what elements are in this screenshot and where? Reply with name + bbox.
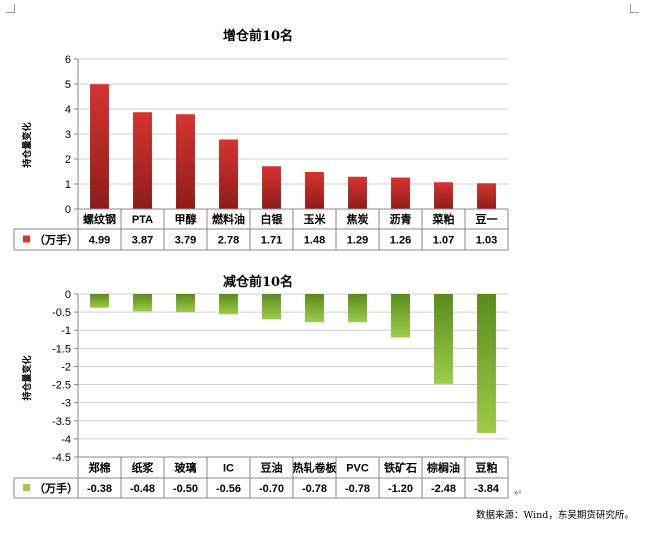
chart2-y-tick-label: -2.5 (52, 380, 71, 392)
chart2-bar (391, 294, 410, 338)
chart2-y-tick-label: -2 (61, 361, 71, 373)
chart1-value-label: 2.78 (218, 235, 239, 247)
chart2-y-tick-label: -1 (61, 325, 71, 337)
chart1-category-label: 燃料油 (211, 212, 245, 226)
page-corner-mark-left (6, 4, 15, 13)
chart1-bar (219, 139, 238, 209)
chart2-value-label: -2.48 (431, 483, 456, 495)
chart2-value-label: -0.50 (173, 483, 198, 495)
chart2-y-tick-label: -4 (61, 434, 71, 446)
chart1-bar (305, 172, 324, 209)
chart1-value-label: 1.71 (261, 235, 282, 247)
chart2-y-tick-label: -3.5 (52, 416, 71, 428)
chart2-category-label: IC (223, 463, 234, 475)
paragraph-mark-icon: ↵ (514, 488, 523, 499)
chart1-category-label: PTA (132, 214, 153, 226)
chart1-value-label: 3.79 (175, 235, 196, 247)
chart2-category-label: 豆油 (261, 461, 283, 475)
chart2-title: 减仓前10名 (223, 274, 293, 290)
chart1-value-label: 1.07 (433, 235, 454, 247)
chart1-value-label: 4.99 (89, 235, 110, 247)
chart1-bar (262, 166, 281, 209)
chart2-category-label: 热轧卷板 (293, 461, 338, 475)
chart1-value-label: 1.03 (476, 235, 497, 247)
chart1-category-label: 螺纹钢 (83, 212, 116, 226)
chart2-bar (90, 294, 109, 308)
chart1-category-label: 豆一 (476, 213, 498, 226)
chart2-category-label: PVC (346, 463, 369, 475)
chart2-bar (348, 294, 367, 323)
chart2-category-label: 郑棉 (89, 461, 111, 475)
chart2-value-label: -3.84 (474, 483, 500, 495)
chart1-value-label: 1.26 (390, 235, 411, 247)
chart2-value-label: -0.78 (345, 483, 370, 495)
chart2-category-label: 豆粕 (476, 461, 498, 475)
chart2-category-label: 铁矿石 (384, 461, 417, 475)
chart2-bar (176, 294, 195, 313)
chart1-legend-key (23, 235, 30, 243)
chart1-y-tick-label: 5 (65, 79, 71, 91)
chart2-value-label: -0.38 (87, 483, 112, 495)
chart2-category-label: 纸浆 (132, 461, 155, 475)
chart2-bar (219, 294, 238, 315)
chart2-bar (305, 294, 324, 323)
chart1-bar (133, 112, 152, 209)
chart2-bar (477, 294, 496, 434)
chart2-value-label: -1.20 (388, 483, 413, 495)
chart2-value-label: -0.70 (259, 483, 284, 495)
chart2-value-label: -0.48 (130, 483, 155, 495)
chart2-value-label: -0.56 (216, 483, 241, 495)
chart1-bar (391, 177, 410, 209)
chart2-legend-key (23, 484, 30, 491)
chart1-legend-label: （万手） (34, 233, 78, 247)
chart1-bar (477, 183, 496, 209)
chart2-y-tick-label: -3 (61, 398, 71, 410)
chart1-bar (90, 84, 109, 209)
chart2-bar (133, 294, 152, 312)
chart1-value-label: 3.87 (132, 235, 153, 247)
chart2-y-tick-label: -1.5 (52, 343, 71, 355)
chart1-bar (434, 182, 453, 209)
chart1-y-tick-label: 1 (65, 179, 71, 191)
chart1-bar (348, 176, 367, 209)
chart2-category-label: 玻璃 (175, 461, 197, 475)
page-corner-mark-right (630, 4, 639, 13)
chart2-y-tick-label: -4.5 (52, 452, 71, 464)
chart1-category-label: 焦炭 (346, 212, 369, 226)
chart1-y-tick-label: 3 (65, 129, 71, 141)
chart1-category-label: 菜粕 (432, 212, 455, 226)
chart2-y-tick-label: -0.5 (52, 307, 71, 319)
chart2-category-label: 棕榈油 (426, 461, 460, 475)
chart1-y-axis-label: 持仓量变化 (21, 122, 33, 167)
chart1-category-label: 白银 (261, 212, 284, 226)
chart1-y-tick-label: 2 (65, 154, 71, 166)
chart2-value-label: -0.78 (302, 483, 327, 495)
chart2-legend-label: （万手） (34, 481, 78, 495)
chart1-bar (176, 114, 195, 209)
chart2-bar (434, 294, 453, 384)
chart1-y-tick-label: 4 (65, 104, 71, 116)
chart1-value-label: 1.29 (347, 235, 368, 247)
chart1-category-label: 甲醇 (175, 212, 197, 226)
source-note: 数据来源：Wind，东吴期货研究所。 (476, 510, 634, 521)
chart2-bar (262, 294, 281, 320)
chart1-value-label: 1.48 (304, 235, 325, 247)
chart1-y-tick-label: 6 (65, 54, 71, 66)
chart1-title: 增仓前10名 (223, 28, 293, 44)
chart1-y-tick-label: 0 (65, 204, 71, 216)
chart2-y-tick-label: 0 (65, 289, 71, 301)
chart2-y-axis-label: 持仓量变化 (21, 355, 33, 400)
chart1-category-label: 玉米 (304, 212, 327, 226)
chart1-category-label: 沥青 (390, 212, 412, 226)
